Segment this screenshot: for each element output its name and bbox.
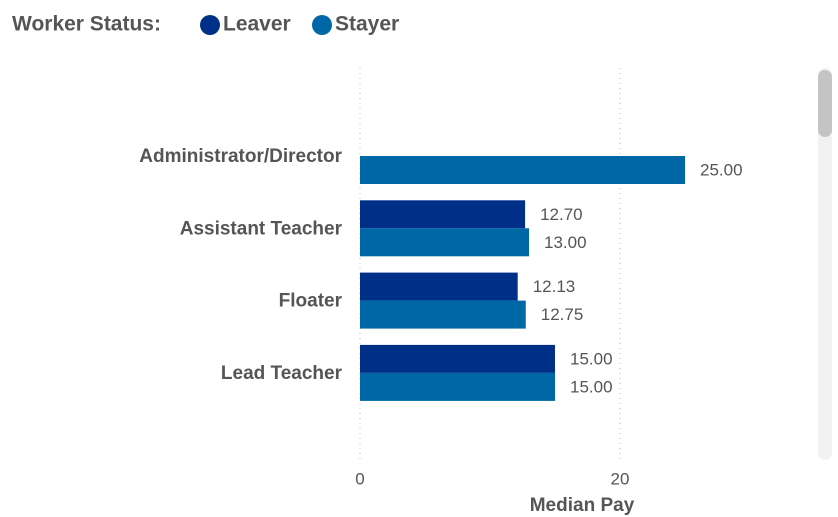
bar	[360, 200, 526, 229]
legend-title: Worker Status:	[12, 13, 161, 36]
y-tick-label: Administrator/Director	[139, 146, 342, 167]
x-tick-label: 0	[355, 469, 364, 488]
bar	[360, 272, 518, 301]
x-axis-title: Median Pay	[530, 495, 635, 516]
bar	[360, 228, 529, 257]
scrollbar-thumb[interactable]	[818, 70, 832, 137]
legend-label: Leaver	[223, 13, 291, 36]
y-tick-label: Assistant Teacher	[180, 218, 343, 239]
x-tick-label: 20	[611, 469, 630, 488]
value-label: 15.00	[570, 349, 613, 368]
bar	[360, 372, 555, 401]
legend-label: Stayer	[335, 13, 399, 36]
bar	[360, 156, 685, 184]
y-tick-label: Lead Teacher	[221, 363, 343, 384]
value-label: 15.00	[570, 377, 613, 396]
value-label: 25.00	[700, 160, 743, 179]
bar	[360, 344, 555, 373]
y-tick-label: Floater	[279, 291, 343, 312]
scrollbar-track[interactable]	[818, 68, 832, 460]
bar	[360, 300, 526, 329]
value-label: 12.75	[541, 305, 584, 324]
legend-swatch	[312, 15, 332, 35]
value-label: 12.13	[533, 277, 576, 296]
value-label: 13.00	[544, 233, 587, 252]
legend-swatch	[200, 15, 220, 35]
value-label: 12.70	[540, 205, 583, 224]
